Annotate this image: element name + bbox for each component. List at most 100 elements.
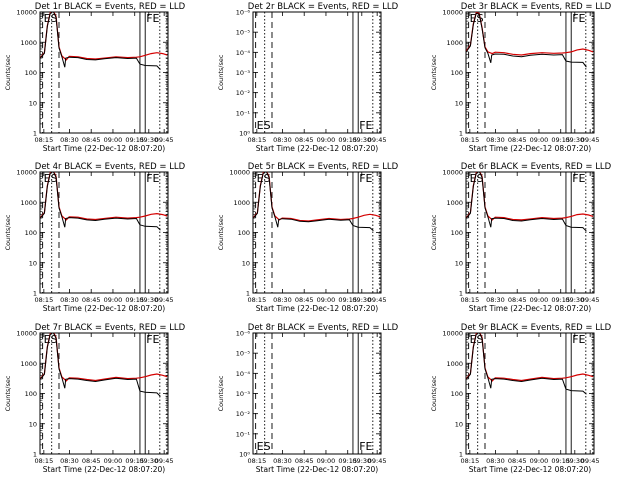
x-tick-label: 08:30: [486, 457, 505, 465]
x-tick-label: 09:45: [581, 296, 600, 304]
x-tick-label: 09:00: [530, 457, 549, 465]
x-tick-label: 09:45: [368, 136, 387, 144]
x-tick-label: 08:45: [508, 296, 527, 304]
data-layer: [466, 333, 594, 395]
x-tick-label: 08:45: [295, 457, 314, 465]
x-tick-label: 08:45: [295, 136, 314, 144]
x-tick-label: 09:00: [317, 296, 336, 304]
x-tick-label: 08:45: [82, 457, 101, 465]
x-tick-label: 08:30: [60, 457, 79, 465]
y-tick-label: 1: [33, 451, 37, 459]
x-tick-label: 09:00: [104, 457, 123, 465]
chart-title: Det 4r BLACK = Events, RED = LLD: [35, 162, 186, 172]
y-tick-label: 1000: [446, 39, 463, 47]
x-axis-label: Start Time (22-Dec-12 08:07:20): [43, 465, 165, 474]
x-tick-label: 09:30: [139, 457, 158, 465]
x-tick-label: 09:30: [565, 136, 584, 144]
y-tick-label: 10000: [229, 169, 250, 177]
y-tick-label: 100: [238, 229, 250, 237]
y-tick-label: 10000: [442, 330, 463, 338]
x-tick-label: 09:15: [551, 296, 570, 304]
event-marker-label: ES: [470, 172, 484, 185]
y-tick-label: 10: [455, 259, 463, 267]
lld-series-line: [40, 333, 168, 382]
x-tick-label: 08:15: [460, 457, 479, 465]
lld-series-line: [40, 172, 168, 221]
chart-panel-4: Det 4r BLACK = Events, RED = LLD Counts/s…: [4, 162, 186, 313]
y-tick-label: 100: [451, 229, 463, 237]
y-tick-label: 10⁻⁵: [236, 29, 251, 37]
events-series-line: [466, 333, 587, 395]
chart-title: Det 1r BLACK = Events, RED = LLD: [35, 2, 186, 12]
x-axis-label: Start Time (22-Dec-12 08:07:20): [43, 304, 165, 313]
event-marker-label: FE: [146, 333, 159, 346]
y-tick-label: 10⁻⁶: [236, 330, 251, 338]
lld-series-line: [40, 12, 168, 61]
x-axis-label: Start Time (22-Dec-12 08:07:20): [43, 144, 165, 153]
data-layer: [466, 172, 594, 232]
x-tick-label: 09:30: [352, 457, 371, 465]
x-tick-label: 09:30: [565, 457, 584, 465]
y-tick-label: 100: [25, 69, 37, 77]
y-tick-label: 10⁰: [239, 451, 250, 459]
event-marker-label: FE: [572, 172, 585, 185]
data-layer: [40, 12, 168, 70]
event-marker-label: ES: [257, 119, 271, 132]
y-axis-label: Counts/sec: [217, 54, 225, 90]
x-tick-label: 08:45: [508, 136, 527, 144]
y-tick-label: 10000: [16, 169, 37, 177]
x-tick-label: 08:30: [273, 457, 292, 465]
y-tick-label: 10000: [16, 9, 37, 17]
lld-series-line: [466, 333, 594, 382]
x-tick-label: 09:00: [317, 457, 336, 465]
y-tick-label: 10⁰: [239, 130, 250, 138]
y-axis-label: Counts/sec: [217, 214, 225, 250]
y-tick-label: 1000: [446, 199, 463, 207]
y-tick-label: 1: [33, 130, 37, 138]
x-axis-label: Start Time (22-Dec-12 08:07:20): [469, 144, 591, 153]
event-marker-label: FE: [572, 333, 585, 346]
chart-title: Det 3r BLACK = Events, RED = LLD: [461, 2, 612, 12]
x-tick-label: 08:30: [273, 296, 292, 304]
x-tick-label: 09:00: [530, 296, 549, 304]
y-axis-label: Counts/sec: [4, 54, 12, 90]
chart-panel-1: Det 1r BLACK = Events, RED = LLD Counts/s…: [4, 2, 186, 153]
chart-title: Det 9r BLACK = Events, RED = LLD: [461, 323, 612, 333]
event-marker-label: ES: [44, 172, 58, 185]
x-tick-label: 08:30: [60, 136, 79, 144]
chart-title: Det 5r BLACK = Events, RED = LLD: [248, 162, 399, 172]
y-tick-label: 1000: [20, 360, 37, 368]
x-tick-label: 08:15: [460, 296, 479, 304]
y-axis-label: Counts/sec: [4, 214, 12, 250]
y-tick-label: 10: [29, 259, 37, 267]
event-marker-label: FE: [572, 12, 585, 25]
y-tick-label: 10⁻³: [236, 69, 251, 77]
event-marker-label: FE: [359, 119, 372, 132]
x-tick-label: 08:15: [34, 457, 53, 465]
x-tick-label: 09:15: [338, 296, 357, 304]
y-tick-label: 10: [242, 259, 250, 267]
y-tick-label: 10⁻⁴: [236, 370, 251, 378]
y-tick-label: 100: [25, 229, 37, 237]
x-tick-label: 09:45: [155, 457, 174, 465]
x-tick-label: 09:45: [155, 296, 174, 304]
y-axis-label: Counts/sec: [4, 375, 12, 411]
y-tick-label: 10⁻⁴: [236, 49, 251, 57]
y-tick-label: 1: [459, 451, 463, 459]
chart-panel-3: Det 3r BLACK = Events, RED = LLD Counts/s…: [430, 2, 612, 153]
chart-panel-7: Det 7r BLACK = Events, RED = LLD Counts/s…: [4, 323, 186, 474]
lld-series-line: [466, 12, 594, 56]
y-tick-label: 10000: [442, 9, 463, 17]
events-series-line: [466, 12, 587, 68]
x-tick-label: 09:15: [551, 136, 570, 144]
x-tick-label: 08:15: [460, 136, 479, 144]
x-tick-label: 09:15: [125, 136, 144, 144]
y-tick-label: 10: [455, 99, 463, 107]
event-marker-label: FE: [359, 440, 372, 453]
y-tick-label: 10000: [442, 169, 463, 177]
chart-title: Det 6r BLACK = Events, RED = LLD: [461, 162, 612, 172]
x-axis-label: Start Time (22-Dec-12 08:07:20): [469, 304, 591, 313]
y-tick-label: 10⁻²: [236, 410, 251, 418]
y-tick-label: 100: [451, 69, 463, 77]
x-tick-label: 08:45: [508, 457, 527, 465]
